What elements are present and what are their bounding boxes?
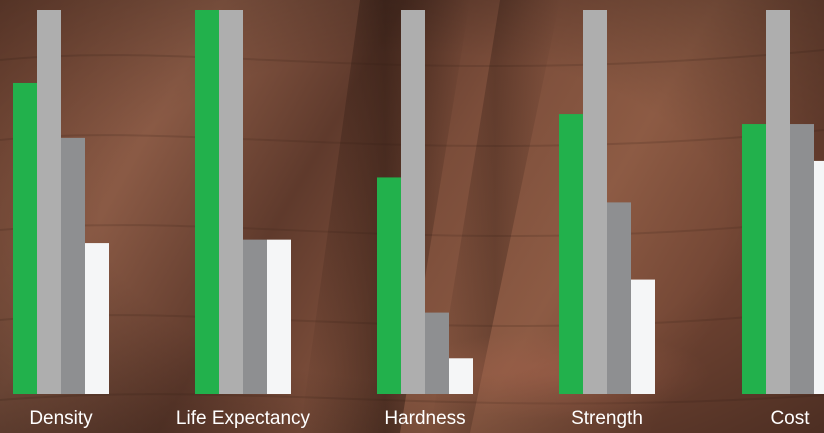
category-label-density: Density — [29, 408, 93, 429]
bar-density-series-4 — [85, 243, 109, 394]
bar-density-series-2 — [37, 10, 61, 394]
category-label-strength: Strength — [571, 408, 643, 429]
bar-hardness-series-4 — [449, 358, 473, 394]
bar-strength-series-2 — [583, 10, 607, 394]
bar-life-expectancy-series-4 — [267, 239, 291, 394]
bar-cost-series-2 — [766, 10, 790, 394]
bar-cost-series-4 — [814, 160, 824, 394]
bar-hardness-series-3 — [425, 312, 449, 394]
bar-strength-series-3 — [607, 202, 631, 394]
category-label-life-expectancy: Life Expectancy — [176, 408, 311, 429]
bar-density-series-1 — [13, 82, 37, 395]
bar-density-series-3 — [61, 137, 85, 394]
bar-life-expectancy-series-2 — [219, 10, 243, 394]
bar-hardness-series-1 — [377, 177, 401, 394]
bar-hardness-series-2 — [401, 10, 425, 394]
bar-life-expectancy-series-3 — [243, 239, 267, 394]
bar-strength-series-1 — [559, 114, 583, 395]
bars-layer — [13, 10, 824, 395]
bar-strength-series-4 — [631, 279, 655, 394]
bar-cost-series-3 — [790, 124, 814, 394]
category-label-hardness: Hardness — [384, 408, 465, 429]
category-labels: Density Life Expectancy Hardness Strength Co… — [29, 408, 810, 429]
category-label-cost: Cost — [770, 408, 810, 429]
bar-life-expectancy-series-1 — [195, 10, 219, 394]
bar-cost-series-1 — [742, 124, 766, 394]
